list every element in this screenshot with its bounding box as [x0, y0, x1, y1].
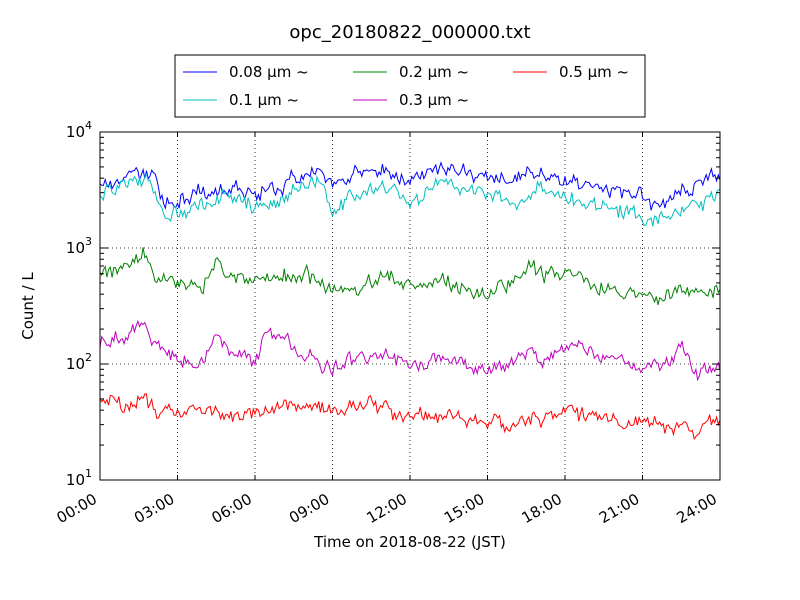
legend: 0.08 μm ~ 0.1 μm ~ 0.2 μm ~ 0.3 μm ~ 0.5 μm … — [174, 54, 646, 118]
series-line-3 — [99, 319, 721, 382]
series-layer — [99, 161, 721, 441]
y-tick-label: 104 — [66, 119, 92, 141]
legend-label-2: 0.2 μm ~ — [399, 63, 469, 81]
y-tick-label: 102 — [66, 351, 92, 373]
y-tick-label: 103 — [66, 235, 92, 257]
series-line-0 — [99, 161, 721, 211]
grid — [100, 132, 720, 480]
legend-label-1: 0.1 μm ~ — [229, 91, 299, 109]
series-line-4 — [99, 393, 721, 441]
y-tick-label: 101 — [66, 467, 92, 489]
x-axis-label: Time on 2018-08-22 (JST) — [313, 533, 506, 551]
legend-label-4: 0.5 μm ~ — [559, 63, 629, 81]
legend-frame — [174, 54, 646, 118]
series-line-1 — [99, 172, 721, 227]
legend-label-0: 0.08 μm ~ — [229, 63, 309, 81]
y-axis-label: Count / L — [19, 272, 37, 340]
series-line-2 — [99, 247, 721, 306]
legend-label-3: 0.3 μm ~ — [399, 91, 469, 109]
chart-title: opc_20180822_000000.txt — [289, 22, 530, 43]
